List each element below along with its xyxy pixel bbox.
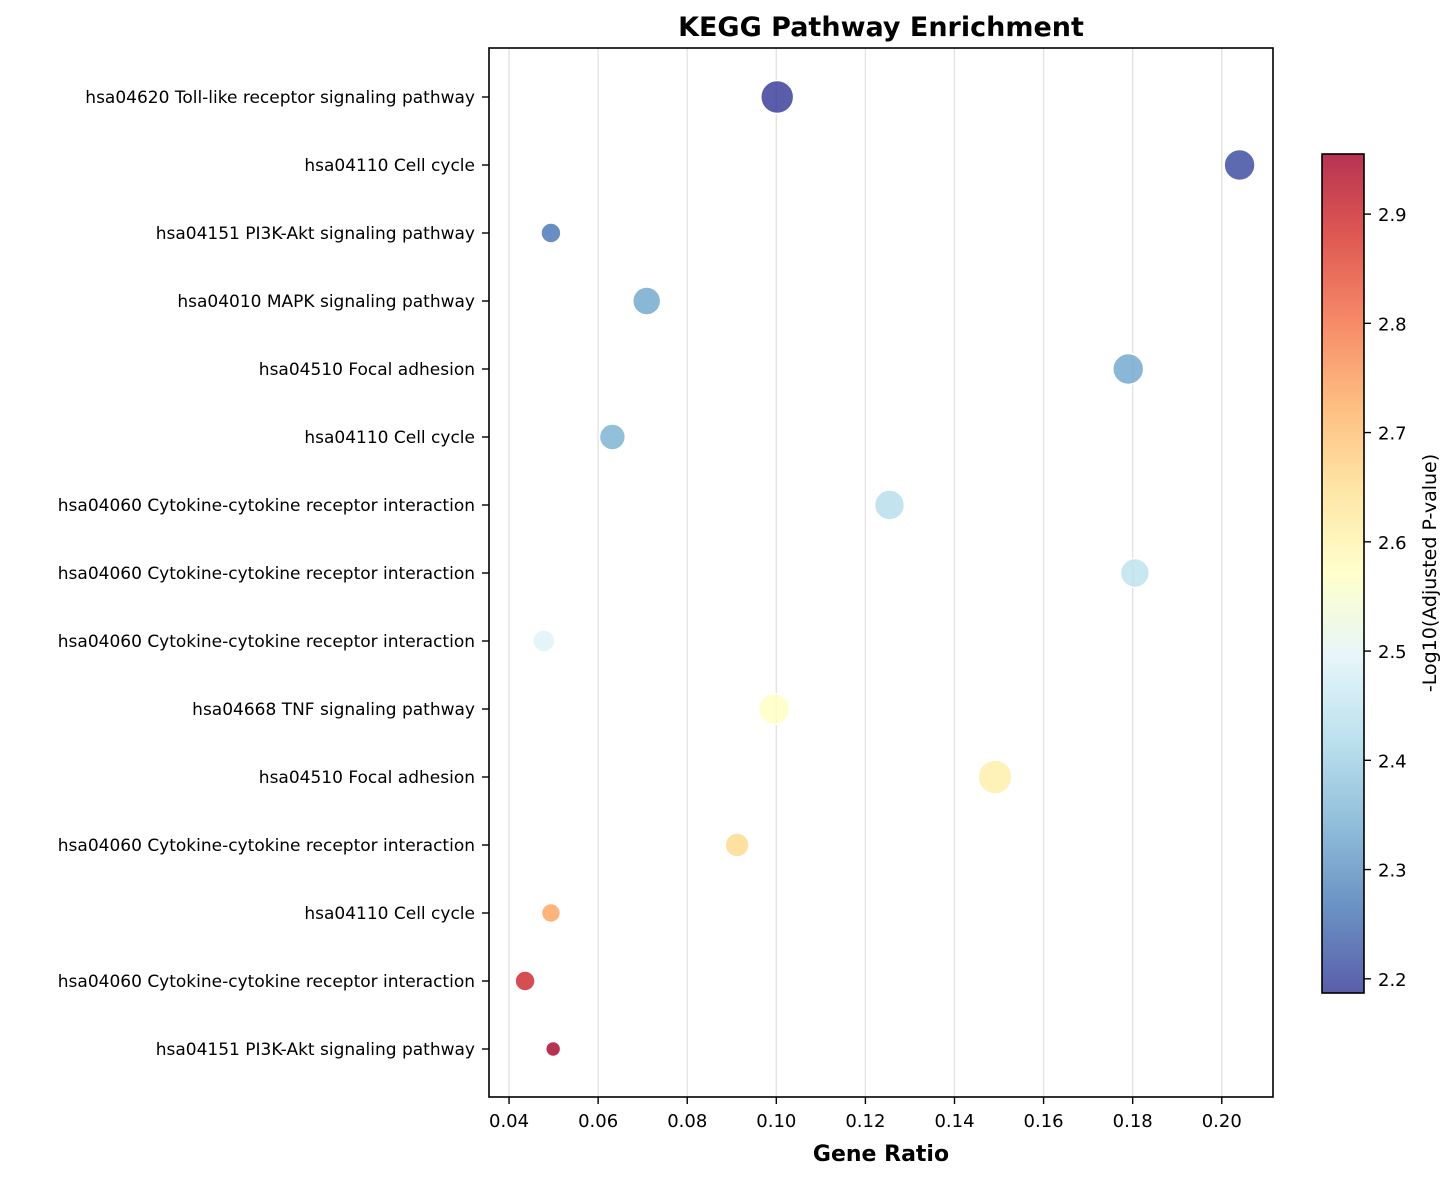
y-category-label: hsa04668 TNF signaling pathway [192,700,475,720]
y-category-label: hsa04060 Cytokine-cytokine receptor inte… [58,836,475,856]
y-category-label: hsa04010 MAPK signaling pathway [177,292,475,312]
data-point [540,902,562,924]
data-point [531,629,556,653]
data-point [757,692,791,726]
y-category-label: hsa04110 Cell cycle [304,904,475,924]
x-tick-label: 0.20 [1202,1111,1242,1132]
chart-title: KEGG Pathway Enrichment [678,12,1084,43]
x-axis-ticks: 0.04 0.06 0.08 0.10 0.12 0.14 0.16 0.18 0.20 [489,1097,1242,1132]
y-category-label: hsa04151 PI3K-Akt signaling pathway [156,224,475,244]
data-point [1119,557,1151,589]
y-category-label: hsa04060 Cytokine-cytokine receptor inte… [58,564,475,584]
y-category-label: hsa04151 PI3K-Akt signaling pathway [156,1040,475,1060]
colorbar-tick-label: 2.6 [1378,533,1407,554]
colorbar [1321,153,1365,994]
x-tick-label: 0.06 [578,1111,618,1132]
data-point [759,79,795,115]
y-category-label: hsa04510 Focal adhesion [259,360,475,380]
data-point [544,1040,562,1058]
x-tick-label: 0.08 [667,1111,707,1132]
x-tick-label: 0.12 [845,1111,885,1132]
colorbar-tick-label: 2.7 [1378,424,1407,445]
y-category-label: hsa04510 Focal adhesion [259,768,475,788]
data-point [598,423,627,451]
colorbar-tick-label: 2.4 [1378,751,1407,772]
y-category-label: hsa04110 Cell cycle [304,428,475,448]
colorbar-tick-label: 2.8 [1378,314,1407,335]
x-tick-label: 0.04 [489,1111,529,1132]
colorbar-tick-label: 2.5 [1378,642,1407,663]
x-tick-label: 0.16 [1024,1111,1064,1132]
data-point [1223,148,1256,182]
data-point [1111,352,1145,386]
y-axis-categories: hsa04620 Toll-like receptor signaling pa… [58,88,489,1060]
colorbar-tick-label: 2.3 [1378,861,1407,882]
colorbar-ticks: 2.2 2.3 2.4 2.5 2.6 2.7 2.8 2.9 [1364,205,1407,991]
x-tick-label: 0.10 [756,1111,796,1132]
data-point [873,489,906,521]
data-point [977,759,1013,795]
y-category-label: hsa04060 Cytokine-cytokine receptor inte… [58,632,475,652]
colorbar-tick-label: 2.9 [1378,205,1407,226]
y-category-label: hsa04620 Toll-like receptor signaling pa… [85,88,475,108]
y-category-label: hsa04060 Cytokine-cytokine receptor inte… [58,496,475,516]
plot-area [488,47,1274,1098]
data-points [514,79,1256,1058]
x-tick-label: 0.14 [934,1111,974,1132]
x-axis-label: Gene Ratio [813,1142,949,1167]
data-point [631,286,662,316]
y-category-label: hsa04060 Cytokine-cytokine receptor inte… [58,972,475,992]
data-point [540,222,562,244]
y-category-label: hsa04110 Cell cycle [304,156,475,176]
gridlines [508,48,1223,1097]
data-point [514,970,536,992]
colorbar-label: -Log10(Adjusted P-value) [1419,454,1441,692]
colorbar-tick-label: 2.2 [1378,970,1407,991]
data-point [724,832,750,858]
x-tick-label: 0.18 [1113,1111,1153,1132]
